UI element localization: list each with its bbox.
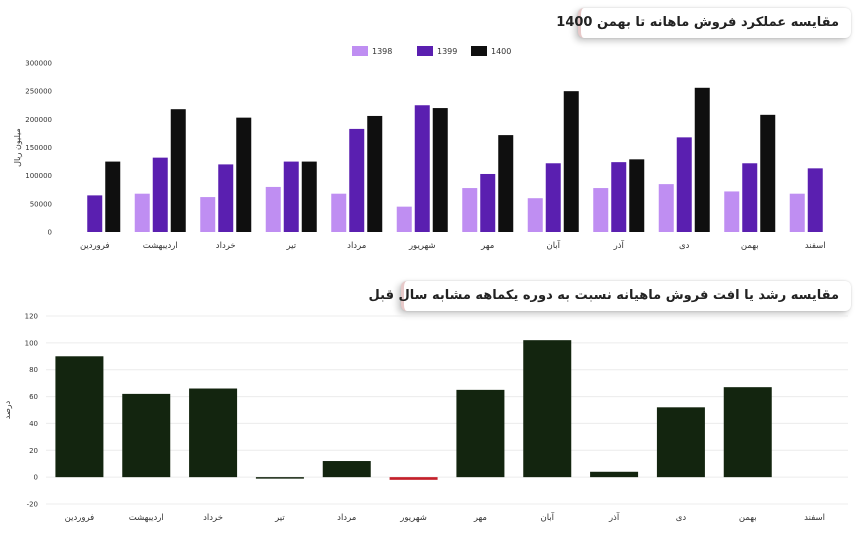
y-tick-label: 50000 bbox=[30, 200, 52, 208]
bar bbox=[611, 162, 627, 232]
y-tick-label: 40 bbox=[29, 420, 38, 428]
x-tick-label: اسفند bbox=[804, 513, 825, 523]
bar bbox=[170, 109, 186, 232]
x-tick-label: مرداد bbox=[337, 513, 356, 523]
legend-label: 1398 bbox=[372, 47, 392, 56]
bar bbox=[656, 407, 705, 478]
bar bbox=[255, 477, 304, 479]
x-tick-label: شهریور bbox=[408, 241, 436, 251]
bar bbox=[742, 163, 758, 232]
y-tick-label: 20 bbox=[29, 447, 38, 455]
x-tick-label: اردیبهشت bbox=[129, 513, 164, 523]
bar bbox=[724, 191, 740, 232]
bar bbox=[367, 115, 383, 232]
bar bbox=[527, 198, 543, 232]
bar bbox=[760, 114, 776, 232]
bar bbox=[676, 137, 692, 232]
bar bbox=[218, 164, 234, 232]
bar bbox=[134, 193, 150, 232]
legend-label: 1399 bbox=[437, 47, 457, 56]
bar bbox=[432, 108, 448, 232]
bar bbox=[723, 387, 772, 478]
bar bbox=[658, 184, 674, 232]
y-axis-label: میلیون ریال bbox=[13, 128, 22, 167]
bar bbox=[322, 461, 371, 478]
y-tick-label: 200000 bbox=[25, 116, 52, 124]
x-tick-label: مرداد bbox=[347, 241, 366, 251]
x-tick-label: اسفند bbox=[805, 241, 826, 251]
x-tick-label: دی bbox=[676, 513, 687, 523]
bar bbox=[807, 168, 823, 232]
bar bbox=[694, 87, 710, 232]
x-tick-label: مهر bbox=[480, 241, 494, 251]
x-tick-label: آذر bbox=[613, 239, 625, 251]
y-tick-label: 80 bbox=[29, 366, 38, 374]
legend-swatch bbox=[471, 46, 487, 56]
bar bbox=[301, 161, 317, 232]
x-tick-label: آذر bbox=[608, 511, 620, 523]
x-tick-label: شهریور bbox=[399, 513, 427, 523]
bar bbox=[236, 117, 252, 232]
bar bbox=[200, 197, 216, 232]
bar bbox=[593, 188, 609, 232]
bar bbox=[629, 159, 645, 232]
legend-label: 1400 bbox=[491, 47, 511, 56]
x-tick-label: فروردین bbox=[65, 513, 95, 523]
y-tick-label: 0 bbox=[34, 474, 38, 482]
bar bbox=[122, 393, 171, 478]
x-tick-label: مهر bbox=[473, 513, 487, 523]
bar bbox=[498, 135, 514, 232]
bar bbox=[456, 389, 505, 478]
bar bbox=[283, 161, 299, 232]
bar bbox=[331, 193, 347, 232]
y-tick-label: 100000 bbox=[25, 172, 52, 180]
y-tick-label: 150000 bbox=[25, 144, 52, 152]
bar bbox=[590, 471, 639, 478]
x-tick-label: تیر bbox=[285, 241, 296, 251]
x-tick-label: بهمن bbox=[739, 513, 757, 523]
bar bbox=[523, 340, 572, 478]
y-tick-label: 300000 bbox=[25, 60, 52, 68]
y-tick-label: 60 bbox=[29, 393, 38, 401]
y-tick-label: 120 bbox=[25, 313, 38, 321]
bar bbox=[105, 161, 121, 232]
y-tick-label: 250000 bbox=[25, 88, 52, 96]
bar bbox=[152, 157, 168, 232]
bar bbox=[55, 356, 104, 478]
bar bbox=[789, 193, 805, 232]
x-tick-label: خرداد bbox=[203, 513, 223, 523]
bar bbox=[414, 105, 430, 232]
bar bbox=[545, 163, 561, 232]
chart-1-title: مقایسه عملکرد فروش ماهانه تا بهمن 1400 bbox=[556, 8, 851, 38]
x-tick-label: خرداد bbox=[216, 241, 236, 251]
bar bbox=[349, 128, 365, 232]
x-tick-label: دی bbox=[679, 241, 690, 251]
x-tick-label: فروردین bbox=[80, 241, 110, 251]
bar bbox=[480, 173, 496, 232]
legend-swatch bbox=[352, 46, 368, 56]
bar bbox=[189, 388, 238, 478]
x-tick-label: تیر bbox=[274, 513, 285, 523]
bar bbox=[396, 206, 412, 232]
bar bbox=[265, 186, 281, 232]
bar bbox=[462, 188, 478, 232]
x-tick-label: بهمن bbox=[741, 241, 759, 251]
bar bbox=[389, 477, 438, 480]
chart-2-title: مقایسه رشد یا افت فروش ماهیانه نسبت به د… bbox=[369, 281, 851, 311]
x-tick-label: آبان bbox=[546, 239, 560, 251]
bar bbox=[87, 195, 103, 232]
x-tick-label: آبان bbox=[540, 511, 554, 523]
y-tick-label: 100 bbox=[25, 339, 38, 347]
y-tick-label: 0 bbox=[48, 229, 52, 237]
y-tick-label: -20 bbox=[27, 501, 38, 509]
monthly-sales-bar-chart: 0 50000 100000 150000 200000 250000 300000 میلی… bbox=[13, 46, 826, 251]
bar bbox=[563, 91, 579, 233]
legend-swatch bbox=[417, 46, 433, 56]
y-axis-label: درصد bbox=[3, 400, 12, 419]
x-tick-label: اردیبهشت bbox=[143, 241, 178, 251]
